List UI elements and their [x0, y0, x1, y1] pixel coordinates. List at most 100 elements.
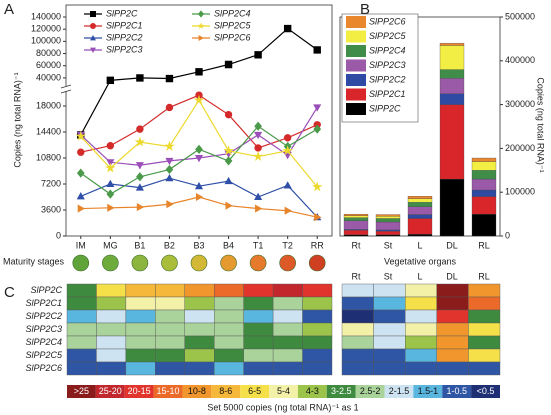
row-label: SlPP2C4 [25, 337, 62, 347]
bar-segment [407, 234, 433, 237]
data-point [136, 172, 144, 182]
data-point [194, 154, 204, 163]
panel-label: C [4, 284, 15, 301]
heatmap-cell [341, 361, 374, 376]
y-tick-label: 140000 [31, 11, 61, 21]
legend-swatch [471, 385, 500, 398]
heatmap-cell [373, 283, 406, 298]
data-point [165, 164, 174, 175]
heatmap-cell [66, 361, 97, 376]
heatmap-cell [468, 335, 501, 350]
data-point [135, 183, 144, 191]
heatmap-cell [373, 322, 406, 337]
bar-segment [439, 104, 465, 180]
heatmap-cell [468, 283, 501, 298]
data-point [77, 148, 85, 156]
legend-label: SlPP2C5 [214, 20, 252, 30]
data-point [224, 111, 233, 119]
bar-segment [375, 214, 401, 217]
data-point [195, 68, 203, 76]
legend-label: SlPP2C5 [369, 31, 407, 41]
bar-segment [375, 218, 401, 223]
fruit-icon [220, 254, 237, 272]
bar-segment [471, 189, 497, 197]
row-label: SlPP2C6 [25, 363, 62, 373]
x-tick-label: RL [478, 271, 490, 281]
heatmap-cell [405, 335, 438, 350]
bar-segment [343, 217, 369, 221]
bar-segment [439, 93, 465, 105]
data-point [312, 181, 323, 192]
data-point [106, 159, 115, 167]
heatmap-cell [272, 348, 303, 363]
heatmap-cell [125, 335, 156, 350]
data-point [223, 145, 234, 156]
data-point [107, 203, 115, 212]
legend-swatch [182, 385, 212, 398]
heatmap-cell [125, 309, 156, 324]
heatmap-cell [155, 361, 185, 376]
heatmap-cell [66, 322, 97, 337]
x-tick-label: RR [311, 240, 324, 250]
data-point [283, 181, 292, 189]
data-point [105, 162, 116, 173]
legend-label: 2-1.5 [389, 386, 410, 396]
legend-label: 1.5-1 [418, 386, 439, 396]
heatmap-cell [405, 283, 438, 298]
x-tick-label: DL [446, 271, 458, 281]
legend-swatch [346, 30, 366, 43]
legend-swatch [346, 45, 366, 57]
legend-marker [90, 47, 96, 53]
x-tick-label: B4 [223, 240, 234, 250]
heatmap-cell [436, 335, 469, 350]
heatmap-cell [155, 348, 185, 363]
legend-label: SlPP2C6 [369, 16, 406, 26]
heatmap-cell [66, 335, 97, 350]
heatmap-cell [96, 283, 127, 298]
row-label: SlPP2C3 [25, 324, 62, 334]
heatmap-cell [96, 296, 127, 311]
legend-swatch [269, 385, 298, 398]
heatmap-cell [125, 283, 156, 298]
heatmap-cell [155, 335, 185, 350]
heatmap-cell [243, 296, 274, 311]
data-point [313, 104, 322, 112]
heatmap-cell [405, 296, 438, 311]
x-tick-label: B3 [193, 240, 204, 250]
heatmap-cell [125, 322, 156, 337]
heatmap-cell [96, 335, 127, 350]
x-tick-label: L [417, 240, 422, 250]
series-line [80, 94, 318, 153]
data-point [313, 124, 322, 134]
fruit-icon [72, 254, 90, 272]
heatmap-cell [405, 361, 438, 376]
heatmap-cell [373, 361, 406, 376]
legend-swatch [124, 385, 154, 398]
heatmap-cell [341, 283, 374, 298]
legend-label: 8-6 [219, 386, 232, 396]
legend-label: SlPP2C2 [106, 32, 143, 42]
heatmap-cell [468, 348, 501, 363]
heatmap-cell [302, 322, 333, 337]
legend-marker [90, 23, 96, 29]
heatmap-cell [341, 348, 374, 363]
fruit-icon [249, 254, 267, 272]
heatmap-cell [436, 348, 469, 363]
data-point [136, 125, 144, 133]
bar-segment [439, 43, 465, 46]
bar-segment [375, 234, 401, 237]
legend-label: SlPP2C1 [106, 20, 143, 30]
bar-segment [471, 178, 497, 191]
bar-segment [439, 45, 465, 70]
bar-segment [471, 157, 497, 162]
heatmap-cell [184, 348, 215, 363]
heatmap-cell [66, 348, 97, 363]
data-point [166, 200, 174, 209]
heatmap-cell [405, 322, 438, 337]
legend-swatch [442, 385, 472, 398]
heatmap-cell [243, 309, 274, 324]
y-tick-label: 3600 [41, 204, 61, 214]
fruit-icon [102, 254, 119, 272]
heatmap-cell [468, 309, 501, 324]
heatmap-cell [184, 361, 215, 376]
